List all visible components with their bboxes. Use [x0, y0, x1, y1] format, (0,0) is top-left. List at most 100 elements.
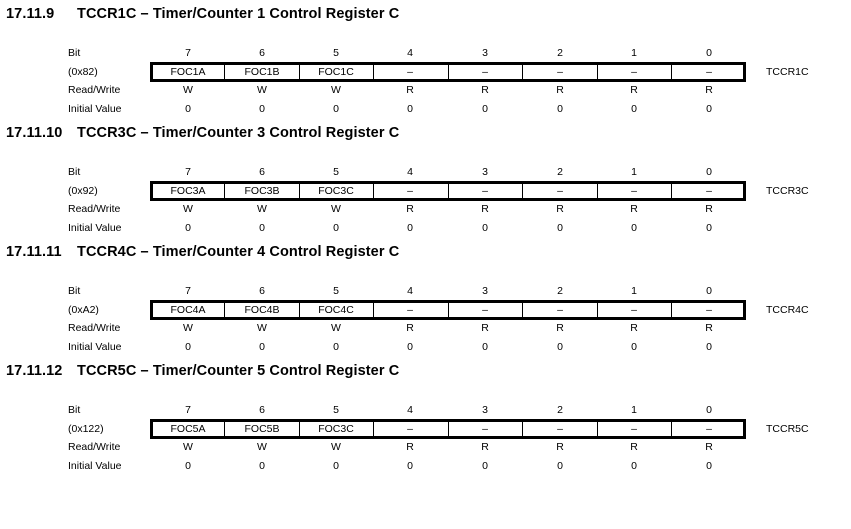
initial-value: 0	[557, 103, 563, 115]
bit-number: 4	[407, 166, 413, 178]
field-divider	[448, 65, 449, 79]
access-type: R	[556, 322, 564, 334]
field-divider	[448, 184, 449, 198]
section-heading: 17.11.10 TCCR3C – Timer/Counter 3 Control…	[6, 125, 399, 141]
access-type: R	[406, 322, 414, 334]
bit-field-name: –	[482, 185, 488, 197]
bit-number: 4	[407, 47, 413, 59]
register-address: (0x92)	[68, 185, 98, 197]
bit-number: 7	[185, 47, 191, 59]
field-divider	[522, 303, 523, 317]
section-title: TCCR1C – Timer/Counter 1 Control Registe…	[77, 6, 400, 22]
bit-row-label: Bit	[68, 404, 81, 416]
access-type: R	[481, 203, 489, 215]
bit-field-name: –	[706, 185, 712, 197]
field-divider	[373, 65, 374, 79]
bit-field-name: FOC1C	[318, 66, 354, 78]
initial-value: 0	[259, 341, 265, 353]
field-divider	[224, 65, 225, 79]
field-divider	[299, 184, 300, 198]
initial-value: 0	[631, 103, 637, 115]
bit-number: 3	[482, 166, 488, 178]
initial-value: 0	[407, 341, 413, 353]
access-type: W	[183, 322, 193, 334]
field-divider	[597, 184, 598, 198]
register-bit-fields: FOC1A FOC1B FOC1C – – – – –	[150, 62, 746, 82]
bit-field-name: –	[557, 66, 563, 78]
register-name: TCCR1C	[766, 66, 809, 78]
access-type: W	[183, 84, 193, 96]
bit-field-name: –	[631, 185, 637, 197]
register-name: TCCR4C	[766, 304, 809, 316]
access-type: R	[705, 441, 713, 453]
initial-value: 0	[259, 103, 265, 115]
register-bit-fields: FOC4A FOC4B FOC4C – – – – –	[150, 300, 746, 320]
initial-value: 0	[557, 460, 563, 472]
field-divider	[522, 65, 523, 79]
field-divider	[448, 303, 449, 317]
initial-value: 0	[706, 460, 712, 472]
field-divider	[671, 422, 672, 436]
field-divider	[671, 184, 672, 198]
register-bit-fields: FOC5A FOC5B FOC3C – – – – –	[150, 419, 746, 439]
bit-field-name: –	[482, 304, 488, 316]
bit-number: 1	[631, 47, 637, 59]
initial-value-row-label: Initial Value	[68, 460, 122, 472]
field-divider	[373, 303, 374, 317]
bit-number: 5	[333, 404, 339, 416]
initial-value: 0	[259, 460, 265, 472]
bit-row-label: Bit	[68, 285, 81, 297]
register-bit-fields: FOC3A FOC3B FOC3C – – – – –	[150, 181, 746, 201]
field-divider	[373, 184, 374, 198]
bit-number: 7	[185, 166, 191, 178]
section-heading: 17.11.11 TCCR4C – Timer/Counter 4 Control…	[6, 244, 399, 260]
initial-value: 0	[185, 460, 191, 472]
initial-value: 0	[185, 222, 191, 234]
initial-value-row-label: Initial Value	[68, 103, 122, 115]
bit-number: 2	[557, 47, 563, 59]
initial-value: 0	[706, 103, 712, 115]
access-type: R	[556, 203, 564, 215]
access-type: W	[331, 203, 341, 215]
section-title: TCCR5C – Timer/Counter 5 Control Registe…	[77, 363, 400, 379]
bit-field-name: FOC5A	[170, 423, 206, 435]
access-type: R	[556, 441, 564, 453]
bit-field-name: –	[482, 423, 488, 435]
initial-value: 0	[631, 460, 637, 472]
access-type: R	[705, 203, 713, 215]
initial-value: 0	[631, 222, 637, 234]
read-write-row-label: Read/Write	[68, 84, 121, 96]
initial-value: 0	[482, 341, 488, 353]
bit-number: 1	[631, 404, 637, 416]
bit-number: 1	[631, 166, 637, 178]
bit-field-name: FOC4B	[244, 304, 280, 316]
field-divider	[671, 303, 672, 317]
read-write-row-label: Read/Write	[68, 441, 121, 453]
bit-number: 5	[333, 285, 339, 297]
bit-number: 4	[407, 285, 413, 297]
register-address: (0x122)	[68, 423, 104, 435]
access-type: R	[630, 84, 638, 96]
field-divider	[597, 65, 598, 79]
field-divider	[224, 303, 225, 317]
bit-field-name: –	[407, 423, 413, 435]
initial-value: 0	[185, 103, 191, 115]
bit-number: 3	[482, 404, 488, 416]
bit-field-name: FOC5B	[244, 423, 280, 435]
initial-value: 0	[333, 460, 339, 472]
access-type: W	[183, 203, 193, 215]
read-write-row-label: Read/Write	[68, 322, 121, 334]
bit-row-label: Bit	[68, 166, 81, 178]
initial-value: 0	[407, 460, 413, 472]
bit-row-label: Bit	[68, 47, 81, 59]
initial-value-row-label: Initial Value	[68, 341, 122, 353]
bit-number: 6	[259, 285, 265, 297]
bit-field-name: FOC3C	[318, 423, 354, 435]
register-section: 17.11.11 TCCR4C – Timer/Counter 4 Control…	[0, 238, 851, 357]
initial-value: 0	[557, 341, 563, 353]
initial-value: 0	[333, 341, 339, 353]
initial-value: 0	[482, 222, 488, 234]
bit-number: 0	[706, 166, 712, 178]
bit-field-name: –	[631, 423, 637, 435]
access-type: R	[406, 203, 414, 215]
